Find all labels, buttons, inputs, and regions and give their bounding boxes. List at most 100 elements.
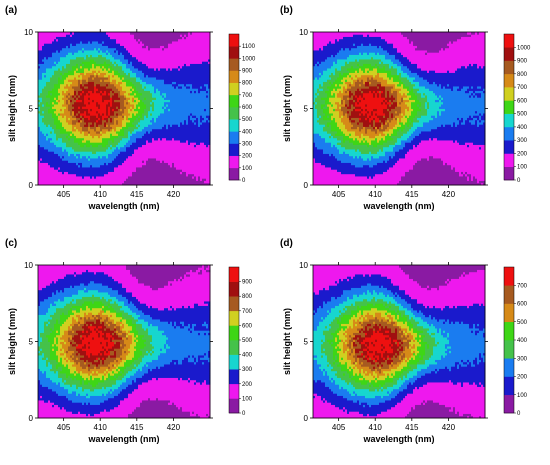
- x-tick-label: 415: [405, 423, 419, 432]
- colorbar-tick-label: 600: [517, 302, 528, 308]
- y-tick-label: 5: [29, 105, 34, 114]
- heatmap-cells: [313, 265, 486, 419]
- x-tick-label: 405: [57, 190, 71, 199]
- colorbar: 0 100 200 300 400 500 600 700 800 900: [228, 266, 253, 417]
- colorbar-segment: [504, 100, 514, 114]
- panel-label: (b): [280, 5, 293, 16]
- colorbar-segment: [504, 303, 514, 323]
- colorbar-segment: [504, 267, 514, 286]
- colorbar-tick-label: 200: [242, 154, 253, 160]
- colorbar-tick-label: 300: [242, 367, 253, 373]
- y-tick-label: 0: [304, 414, 309, 423]
- colorbar-segment: [504, 376, 514, 396]
- heatmap-svg: (a) 405 410 415 420 0 5 10 wavelength (nm) slit h…: [5, 5, 256, 211]
- colorbar-tick-label: 900: [517, 59, 528, 65]
- colorbar-tick-label: 0: [242, 178, 246, 184]
- colorbar-segment: [229, 119, 239, 132]
- colorbar-segment: [504, 87, 514, 101]
- panel-label: (a): [5, 5, 17, 16]
- colorbar-tick-label: 500: [517, 320, 528, 326]
- colorbar-segment: [229, 340, 239, 355]
- panel-a: (a) 405 410 415 420 0 5 10 wavelength (nm) slit h…: [0, 0, 275, 232]
- colorbar-segment: [229, 267, 239, 282]
- y-tick-label: 0: [304, 181, 309, 190]
- colorbar-segment: [229, 70, 239, 83]
- colorbar-tick-label: 700: [517, 283, 528, 289]
- y-tick-label: 5: [304, 338, 309, 347]
- colorbar: 0 100 200 300 400 500 600 700 800 900 1000: [503, 33, 531, 184]
- colorbar-tick-label: 700: [242, 93, 253, 99]
- colorbar-segment: [229, 58, 239, 71]
- colorbar-tick-label: 300: [517, 356, 528, 362]
- colorbar-segment: [504, 285, 514, 304]
- y-axis-label: slit height (mm): [7, 75, 17, 142]
- colorbar-segment: [229, 383, 239, 399]
- colorbar-segment: [229, 94, 239, 108]
- colorbar-tick-label: 0: [242, 411, 246, 417]
- x-axis-label: wavelength (nm): [87, 434, 159, 444]
- x-axis-label: wavelength (nm): [362, 434, 434, 444]
- colorbar-tick-label: 100: [517, 393, 528, 399]
- heatmap-cells: [313, 32, 486, 186]
- colorbar-tick-label: 200: [517, 151, 528, 157]
- colorbar-tick-label: 800: [517, 72, 528, 78]
- x-tick-label: 415: [130, 423, 144, 432]
- colorbar-tick-label: 0: [517, 178, 521, 184]
- colorbar-tick-label: 1000: [517, 45, 531, 51]
- x-tick-label: 410: [94, 190, 108, 199]
- x-axis-label: wavelength (nm): [87, 201, 159, 211]
- y-axis-label: slit height (mm): [282, 308, 292, 375]
- colorbar-segment: [504, 340, 514, 359]
- colorbar-tick-label: 500: [517, 112, 528, 118]
- colorbar-segment: [229, 310, 239, 326]
- colorbar-tick-label: 1000: [242, 56, 256, 62]
- y-axis-label: slit height (mm): [282, 75, 292, 142]
- panel-label: (d): [280, 238, 293, 249]
- y-tick-label: 5: [304, 105, 309, 114]
- colorbar: 0 100 200 300 400 500 600 700 800 900 1000 1100: [228, 33, 256, 184]
- colorbar-segment: [504, 166, 514, 181]
- colorbar-segment: [504, 34, 514, 48]
- colorbar-segment: [229, 143, 239, 156]
- colorbar-segment: [229, 296, 239, 312]
- x-tick-label: 405: [57, 423, 71, 432]
- x-tick-label: 405: [332, 423, 346, 432]
- panel-b: (b) 405 410 415 420 0 5 10 wavelength (nm) slit h…: [275, 0, 550, 232]
- y-tick-label: 10: [24, 261, 33, 270]
- colorbar-tick-label: 200: [517, 375, 528, 381]
- colorbar-tick-label: 500: [242, 338, 253, 344]
- colorbar-segment: [229, 167, 239, 181]
- colorbar-segment: [504, 394, 514, 414]
- x-tick-label: 410: [94, 423, 108, 432]
- x-tick-label: 420: [167, 423, 181, 432]
- y-tick-label: 10: [299, 28, 308, 37]
- colorbar-tick-label: 900: [242, 280, 253, 286]
- heatmap-svg: (b) 405 410 415 420 0 5 10 wavelength (nm) slit h…: [280, 5, 531, 211]
- colorbar-tick-label: 100: [242, 396, 253, 402]
- colorbar-segment: [504, 60, 514, 75]
- colorbar-tick-label: 600: [242, 323, 253, 329]
- colorbar-segment: [504, 113, 514, 128]
- colorbar-tick-label: 400: [517, 125, 528, 131]
- heatmap-cells: [38, 265, 211, 419]
- colorbar-segment: [504, 126, 514, 141]
- x-tick-label: 420: [442, 190, 456, 199]
- colorbar-tick-label: 400: [242, 353, 253, 359]
- heatmap-svg: (d) 405 410 415 420 0 5 10 wavelength (nm) slit h…: [280, 238, 528, 444]
- colorbar-segment: [229, 398, 239, 414]
- panel-c: (c) 405 410 415 420 0 5 10 wavelength (nm) slit h…: [0, 233, 275, 465]
- heatmap-svg: (c) 405 410 415 420 0 5 10 wavelength (nm) slit h…: [5, 238, 253, 444]
- colorbar-segment: [504, 358, 514, 377]
- colorbar-segment: [504, 73, 514, 88]
- colorbar-tick-label: 100: [242, 166, 253, 172]
- colorbar-tick-label: 900: [242, 69, 253, 75]
- x-axis-label: wavelength (nm): [362, 201, 434, 211]
- colorbar-segment: [229, 46, 239, 59]
- y-axis-label: slit height (mm): [7, 308, 17, 375]
- colorbar-tick-label: 500: [242, 117, 253, 123]
- colorbar-tick-label: 800: [242, 294, 253, 300]
- colorbar-tick-label: 200: [242, 382, 253, 388]
- colorbar-segment: [504, 153, 514, 168]
- colorbar-tick-label: 700: [242, 309, 253, 315]
- colorbar-segment: [504, 47, 514, 61]
